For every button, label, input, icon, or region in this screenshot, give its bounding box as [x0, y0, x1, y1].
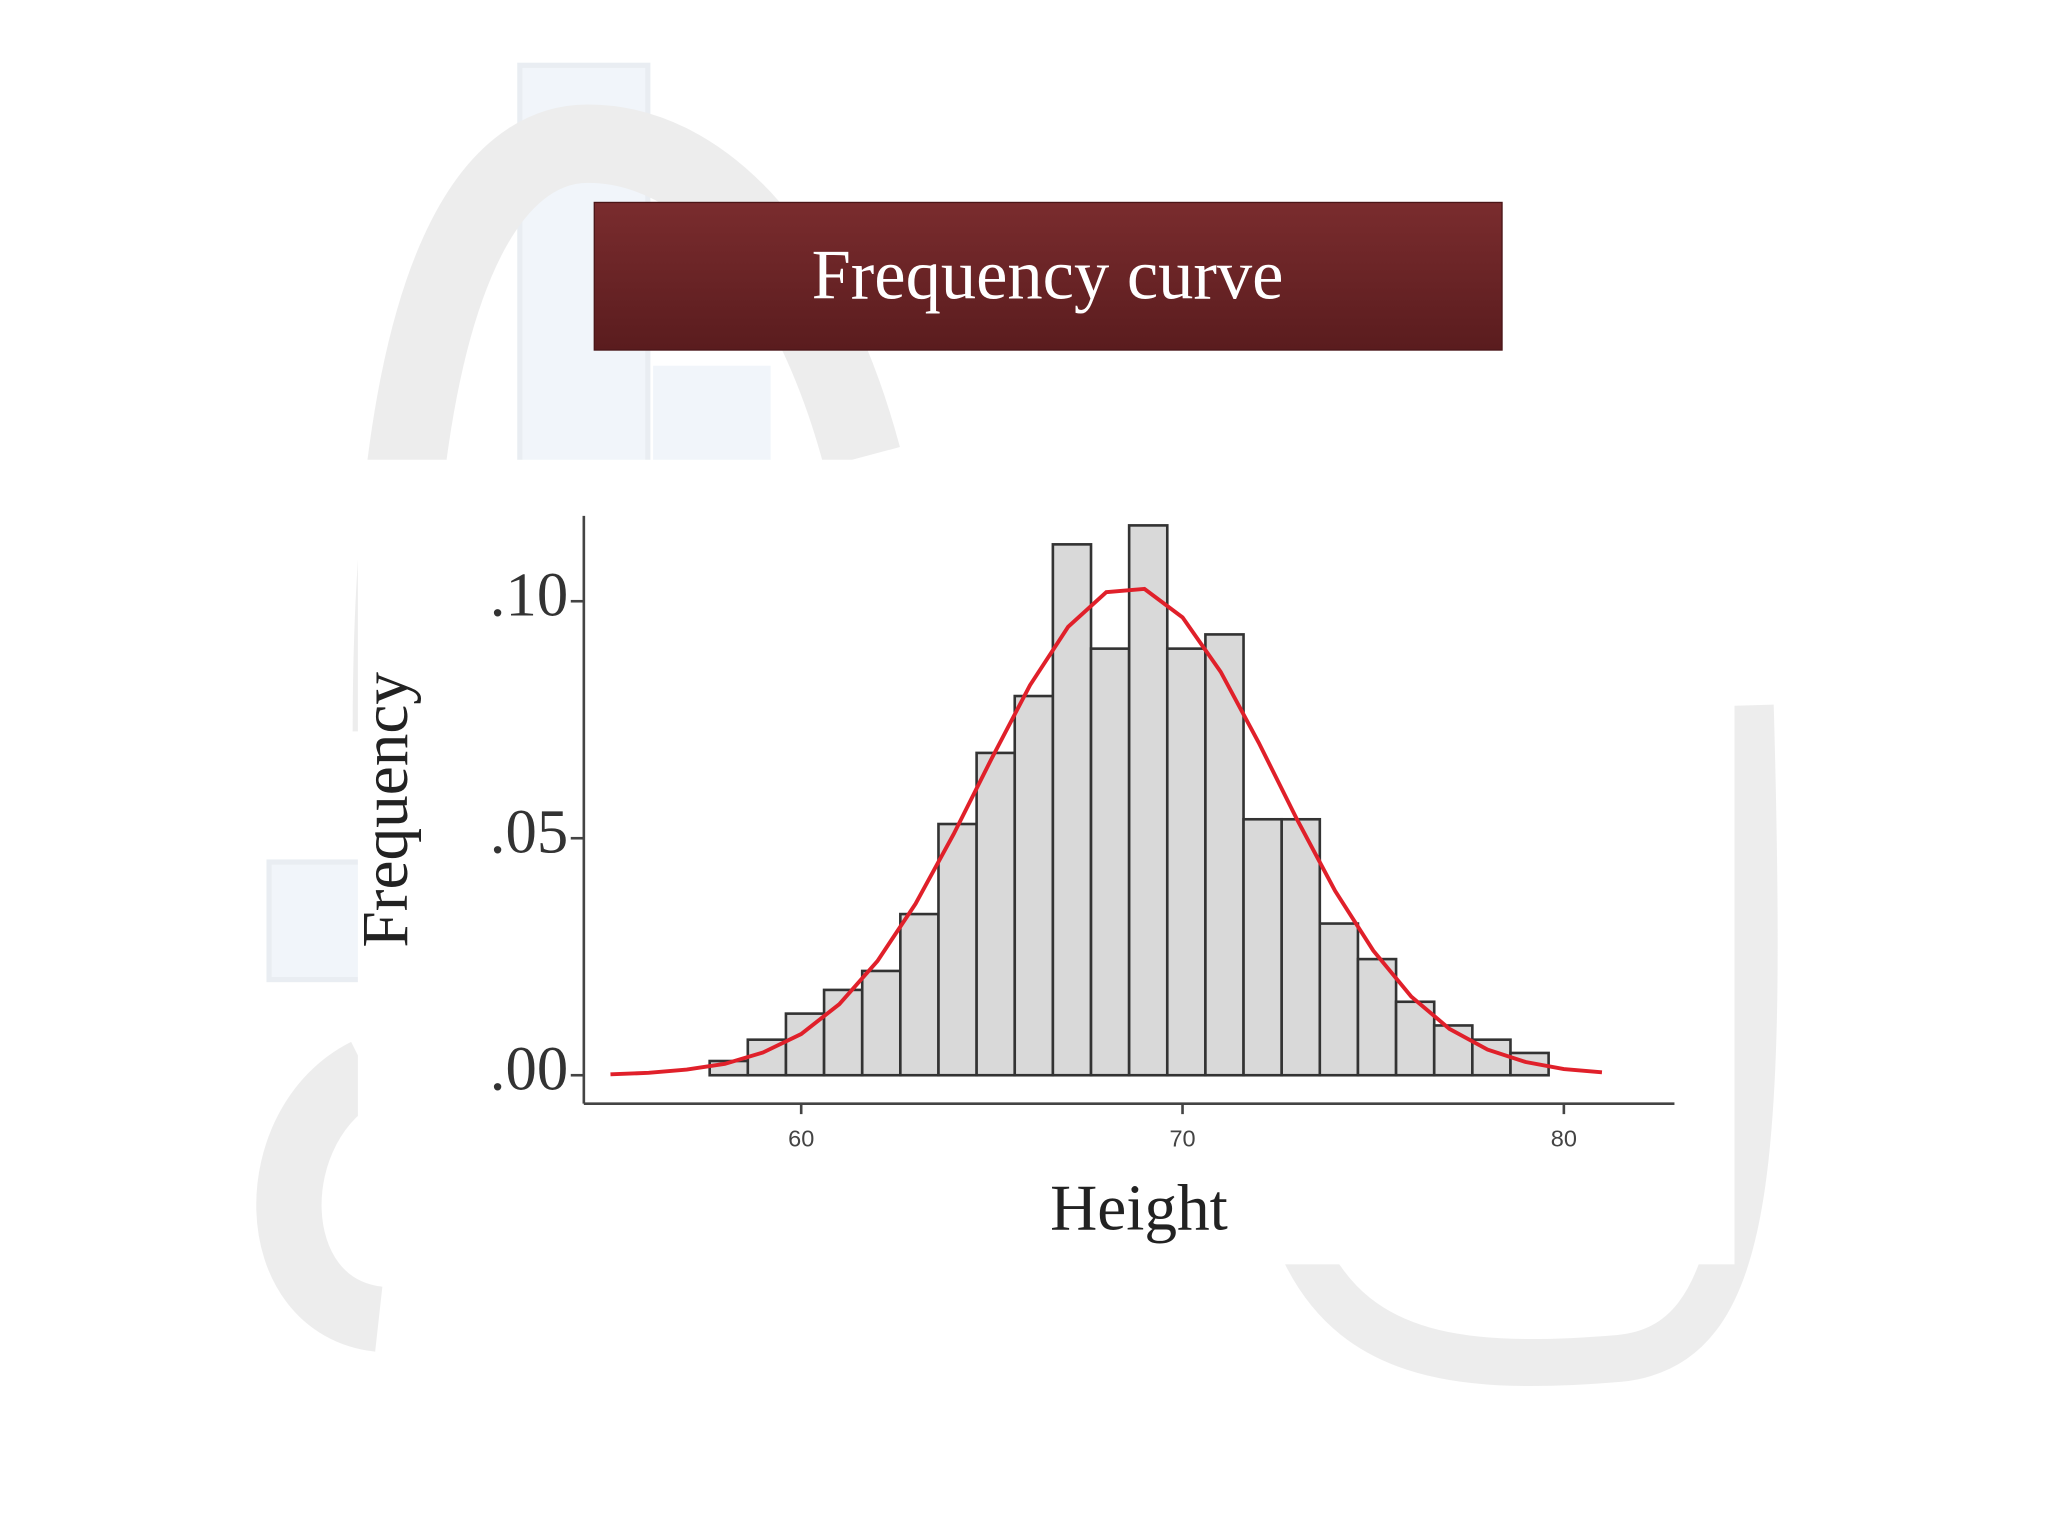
- slide-title: Frequency curve: [812, 236, 1284, 314]
- y-tick-label: .05: [490, 797, 568, 867]
- chart: Height Frequency .00 .05 .10 60 70 80: [350, 515, 1675, 1245]
- deco-arc: [256, 1041, 385, 1352]
- histogram-bar: [1051, 543, 1093, 1077]
- x-tick-label: 70: [1169, 1125, 1195, 1151]
- histogram-bar: [1127, 524, 1169, 1077]
- x-tick-label: 80: [1551, 1125, 1577, 1151]
- y-axis-label: Frequency: [350, 672, 422, 948]
- y-tick-label: .00: [490, 1034, 568, 1104]
- histogram-bar: [1394, 1000, 1436, 1077]
- histogram-bar: [1089, 647, 1131, 1077]
- histogram-bar: [1165, 647, 1207, 1077]
- histogram-bar: [1013, 694, 1055, 1077]
- x-axis-label: Height: [1050, 1173, 1228, 1245]
- title-banner: [593, 201, 1503, 351]
- histogram-bar: [975, 751, 1017, 1077]
- deco-bar: [266, 859, 364, 983]
- histogram-bar: [937, 822, 978, 1077]
- histogram-bar: [1318, 922, 1360, 1077]
- y-tick-label: .10: [490, 560, 568, 630]
- histogram-bar: [1204, 633, 1245, 1077]
- histogram-bar: [1280, 817, 1322, 1077]
- x-tick-label: 60: [788, 1125, 814, 1151]
- histogram-bar: [899, 912, 940, 1077]
- histogram-bar: [1242, 817, 1283, 1077]
- histogram-bar: [1432, 1024, 1474, 1077]
- histogram-bar: [822, 988, 864, 1077]
- histogram-bar: [784, 1012, 826, 1077]
- histogram-bar: [1356, 957, 1398, 1077]
- deco-arc: [1285, 704, 1778, 1387]
- frequency-curve: [610, 586, 1603, 1077]
- histogram-bar: [860, 969, 902, 1077]
